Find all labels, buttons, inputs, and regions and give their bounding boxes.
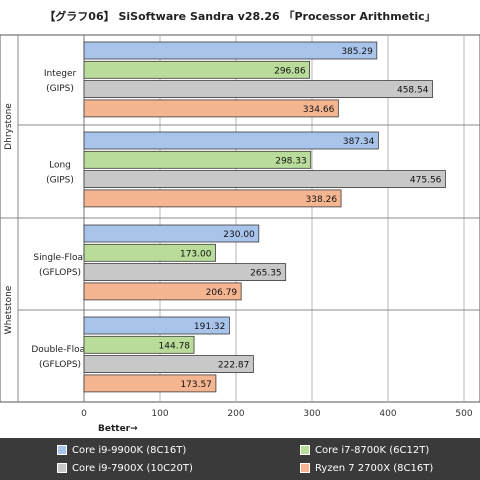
bar-value-label: 385.29 (341, 47, 373, 57)
legend-swatch (300, 463, 310, 473)
bar (83, 131, 379, 150)
bar-value-label: 144.78 (159, 341, 191, 351)
legend-swatch (57, 463, 67, 473)
x-tick-label: 100 (151, 409, 168, 419)
plot-area: 0 100 200 300 400 500 Dhrystone Whetstone Intege… (0, 34, 480, 434)
chart-title: 【グラフ06】 SiSoftware Sandra v28.26 「Proces… (44, 9, 435, 23)
x-tick-label: 500 (455, 409, 472, 419)
bar-value-label: 458.54 (397, 86, 429, 96)
bar (83, 335, 195, 354)
legend-item: Core i7-8700K (6C12T) (300, 443, 429, 457)
bar-value-label: 475.56 (410, 176, 442, 186)
bar-value-label: 296.86 (274, 66, 306, 76)
legend: Core i9-9900K (8C16T) Core i7-8700K (6C12… (0, 438, 480, 480)
bar (83, 60, 311, 79)
plot-frame (0, 34, 480, 403)
legend-swatch (57, 445, 67, 455)
bar-value-label: 334.66 (303, 105, 335, 115)
category-label: Long (GIPS) (46, 161, 74, 186)
bar-value-label: 298.33 (275, 156, 307, 166)
bar (83, 80, 433, 98)
bar-chart: 【グラフ06】 SiSoftware Sandra v28.26 「Proces… (0, 9, 480, 434)
legend-label: Ryzen 7 2700X (8C16T) (315, 462, 434, 474)
bar (83, 150, 312, 169)
x-tick-label: 400 (379, 409, 396, 419)
x-tick-label: 300 (303, 409, 320, 419)
legend-label: Core i7-8700K (6C12T) (315, 444, 430, 456)
bar (83, 189, 342, 208)
group-label: Dhrystone (4, 103, 14, 150)
bar (83, 224, 260, 243)
bar (83, 374, 217, 393)
bar (83, 316, 230, 335)
group-label: Whetstone (4, 285, 14, 334)
legend-swatch (300, 445, 310, 455)
bar-value-label: 230.00 (223, 230, 255, 240)
bar (83, 99, 339, 118)
bar (83, 282, 242, 301)
bar-value-label: 173.57 (180, 380, 212, 390)
bar (83, 263, 287, 282)
legend-label: Core i9-7900X (10C20T) (72, 462, 193, 474)
bar-value-label: 222.87 (218, 361, 250, 371)
bar (83, 41, 378, 60)
bar-value-label: 387.34 (343, 137, 375, 147)
bar-value-label: 265.35 (250, 269, 282, 279)
x-tick-label: 0 (81, 409, 87, 419)
bar (83, 243, 216, 262)
category-label: Double-Float (GFLOPS) (31, 345, 89, 370)
bar-value-label: 173.00 (180, 249, 212, 259)
bar-value-label: 191.32 (194, 322, 226, 332)
bar-value-label: 338.26 (306, 195, 338, 205)
legend-item: Core i9-9900K (8C16T) (57, 443, 186, 457)
bar (83, 355, 254, 374)
legend-item: Ryzen 7 2700X (8C16T) (300, 461, 433, 475)
bar-value-label: 206.79 (206, 288, 238, 298)
legend-item: Core i9-7900X (10C20T) (57, 461, 193, 475)
x-tick-label: 200 (227, 409, 244, 419)
category-label: Integer (GIPS) (44, 69, 77, 94)
bar (83, 170, 446, 189)
legend-label: Core i9-9900K (8C16T) (72, 444, 187, 456)
x-axis-label: Better→ (98, 424, 138, 434)
category-label: Single-Float (GFLOPS) (33, 253, 87, 278)
